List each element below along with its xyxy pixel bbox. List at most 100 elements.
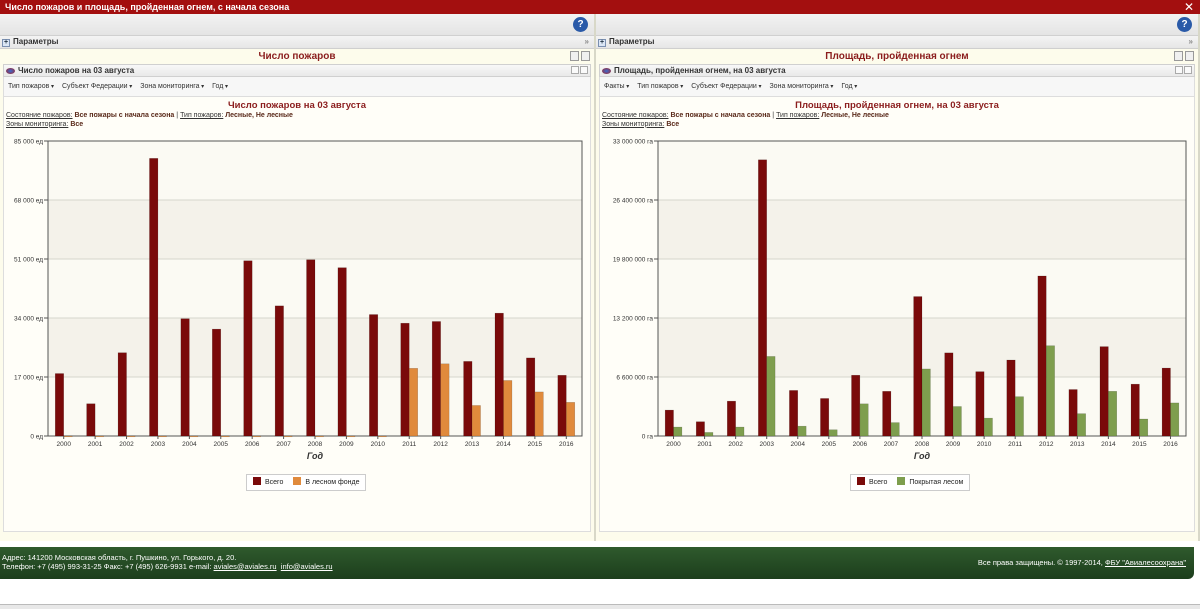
filter-year[interactable]: Год	[212, 83, 228, 90]
minimize-icon[interactable]	[1175, 66, 1183, 74]
legend-swatch	[897, 477, 906, 485]
export-icon[interactable]	[1185, 51, 1194, 61]
email-link-aviales[interactable]: aviales@aviales.ru	[213, 562, 277, 571]
type-label[interactable]: Тип пожаров:	[776, 112, 820, 119]
bar-total	[820, 398, 830, 437]
chart-legend: Всего В лесном фонде	[246, 474, 367, 491]
help-icon[interactable]: ?	[1177, 17, 1192, 32]
x-tick-label: 2006	[853, 441, 868, 448]
expand-icon[interactable]: +	[2, 39, 10, 47]
x-tick-label: 2016	[1163, 441, 1178, 448]
state-value: Все пожары с начала сезона	[74, 112, 175, 119]
filter-facts[interactable]: Факты	[604, 83, 629, 90]
subpanel-title: Число пожаров на 03 августа	[18, 66, 135, 75]
x-tick-label: 2000	[56, 441, 71, 448]
filter-fire-type[interactable]: Тип пожаров	[637, 83, 683, 90]
x-tick-label: 2004	[182, 441, 197, 448]
bar-secondary	[63, 435, 73, 438]
x-tick-label: 2016	[559, 441, 574, 448]
bar-secondary	[534, 391, 544, 437]
x-tick-label: 2002	[728, 441, 743, 448]
zones-label[interactable]: Зоны мониторинга:	[6, 120, 69, 128]
filter-bar: Тип пожаров Субъект Федерации Зона монит…	[4, 77, 590, 97]
print-icon[interactable]	[570, 51, 579, 61]
legend-item[interactable]: Всего	[253, 475, 283, 490]
export-icon[interactable]	[581, 51, 590, 61]
panel-title-text: Площадь, пройденная огнем	[825, 51, 969, 62]
bar-total	[664, 409, 674, 437]
meta-separator: |	[176, 112, 179, 119]
x-tick-label: 2003	[151, 441, 166, 448]
help-icon[interactable]: ?	[573, 17, 588, 32]
refresh-icon[interactable]	[1184, 66, 1192, 74]
bar-secondary	[983, 417, 993, 437]
filter-bar: Факты Тип пожаров Субъект Федерации Зона…	[600, 77, 1194, 97]
x-tick-label: 2010	[371, 441, 386, 448]
minimize-icon[interactable]	[571, 66, 579, 74]
collapse-icon[interactable]: »	[584, 37, 589, 46]
bar-total	[117, 352, 127, 437]
chart-title: Площадь, пройденная огнем, на 03 августа	[795, 100, 999, 111]
x-tick-label: 2002	[119, 441, 134, 448]
bar-secondary	[890, 422, 900, 437]
x-tick-label: 2003	[759, 441, 774, 448]
legend-item[interactable]: Всего	[857, 475, 887, 490]
zones-value: Все	[70, 120, 84, 128]
bar-total	[400, 322, 410, 437]
params-bar[interactable]: + Параметры »	[0, 36, 594, 49]
bar-total	[526, 357, 536, 437]
footer-copyright: Все права защищены. © 1997-2014, ФБУ "Ав…	[978, 558, 1186, 567]
filter-zone[interactable]: Зона мониторинга	[769, 83, 833, 90]
grid-band	[48, 141, 582, 200]
expand-icon[interactable]: +	[598, 39, 606, 47]
bar-secondary	[566, 402, 576, 437]
bar-total	[944, 352, 954, 437]
legend-swatch	[293, 477, 302, 485]
chart-legend: Всего Покрытая лесом	[850, 474, 971, 491]
legend-item[interactable]: Покрытая лесом	[897, 475, 963, 490]
print-icon[interactable]	[1174, 51, 1183, 61]
params-bar[interactable]: + Параметры »	[596, 36, 1198, 49]
bar-total	[557, 375, 567, 437]
filter-year[interactable]: Год	[841, 83, 857, 90]
y-tick-label: 34 000 ед	[14, 316, 43, 323]
bar-secondary	[408, 368, 418, 437]
chart-icon	[602, 67, 611, 74]
y-tick-label: 17 000 ед	[14, 375, 43, 382]
bar-total	[727, 400, 736, 437]
filter-region[interactable]: Субъект Федерации	[691, 83, 761, 90]
x-tick-label: 2004	[791, 441, 806, 448]
x-tick-label: 2014	[1101, 441, 1116, 448]
y-tick-label: 26 400 000 га	[613, 198, 654, 205]
state-label[interactable]: Состояние пожаров:	[602, 112, 669, 119]
collapse-icon[interactable]: »	[1188, 37, 1193, 46]
filter-fire-type[interactable]: Тип пожаров	[8, 83, 54, 90]
subpanel-header: Число пожаров на 03 августа	[3, 64, 591, 77]
org-link[interactable]: ФБУ "Авиалесоохрана"	[1104, 558, 1186, 567]
bar-secondary	[157, 435, 167, 438]
zones-label[interactable]: Зоны мониторинга:	[602, 120, 665, 128]
state-label[interactable]: Состояние пожаров:	[6, 112, 73, 119]
x-tick-label: 2014	[496, 441, 511, 448]
bar-secondary	[673, 426, 683, 437]
legend-label: Всего	[265, 479, 284, 486]
close-icon[interactable]: ✕	[1183, 0, 1194, 14]
bar-total	[494, 312, 504, 437]
refresh-icon[interactable]	[580, 66, 588, 74]
filter-zone[interactable]: Зона мониторинга	[140, 83, 204, 90]
chart-fires-count: 0 ед 17 000 ед 34 000 ед 51 000 ед 68 000 ед…	[14, 139, 583, 461]
email-link-info[interactable]: info@aviales.ru	[280, 562, 333, 571]
y-tick-label: 33 000 000 га	[613, 139, 654, 146]
filter-region[interactable]: Субъект Федерации	[62, 83, 132, 90]
x-axis-label: Год	[914, 451, 931, 461]
legend-item[interactable]: В лесном фонде	[293, 475, 359, 490]
x-tick-label: 2010	[977, 441, 992, 448]
help-bar: ?	[596, 14, 1198, 36]
y-tick-label: 6 600 000 га	[616, 375, 653, 382]
bar-total	[851, 374, 861, 437]
x-tick-label: 2013	[465, 441, 480, 448]
type-label[interactable]: Тип пожаров:	[180, 112, 224, 119]
bar-secondary	[1108, 391, 1117, 437]
type-value: Лесные, Не лесные	[821, 112, 889, 119]
bar-secondary	[377, 435, 387, 438]
